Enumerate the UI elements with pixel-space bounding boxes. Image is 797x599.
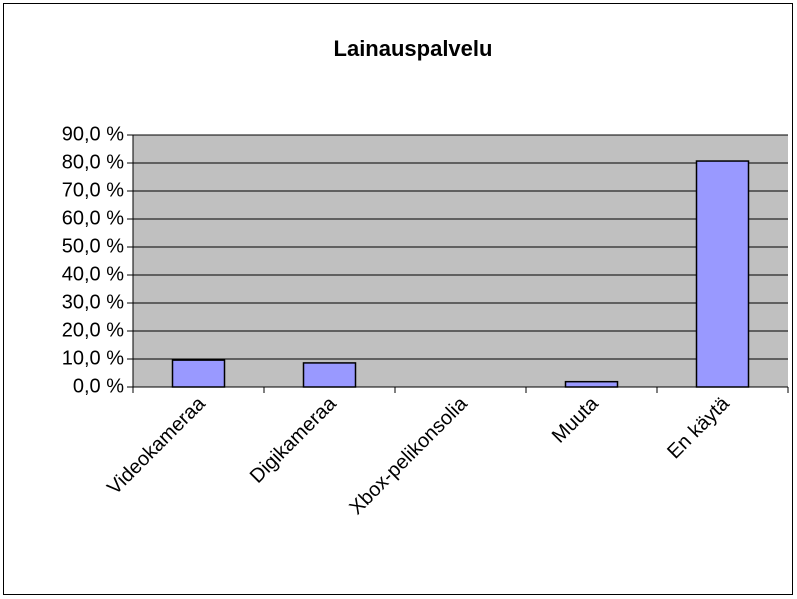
plot-area [133,135,788,387]
bar [171,359,226,388]
bar [564,380,619,388]
y-tick-label: 20,0 % [62,319,124,341]
y-tick-label: 90,0 % [62,123,124,145]
chart-title: Lainauspalvelu [334,36,493,61]
y-tick-label: 10,0 % [62,347,124,369]
bar [302,362,357,388]
y-tick-label: 50,0 % [62,235,124,257]
y-tick-label: 0,0 % [73,375,124,397]
y-tick-label: 60,0 % [62,207,124,229]
y-tick-label: 80,0 % [62,151,124,173]
y-tick-label: 40,0 % [62,263,124,285]
bar [695,160,750,388]
y-tick-label: 70,0 % [62,179,124,201]
y-tick-label: 30,0 % [62,291,124,313]
